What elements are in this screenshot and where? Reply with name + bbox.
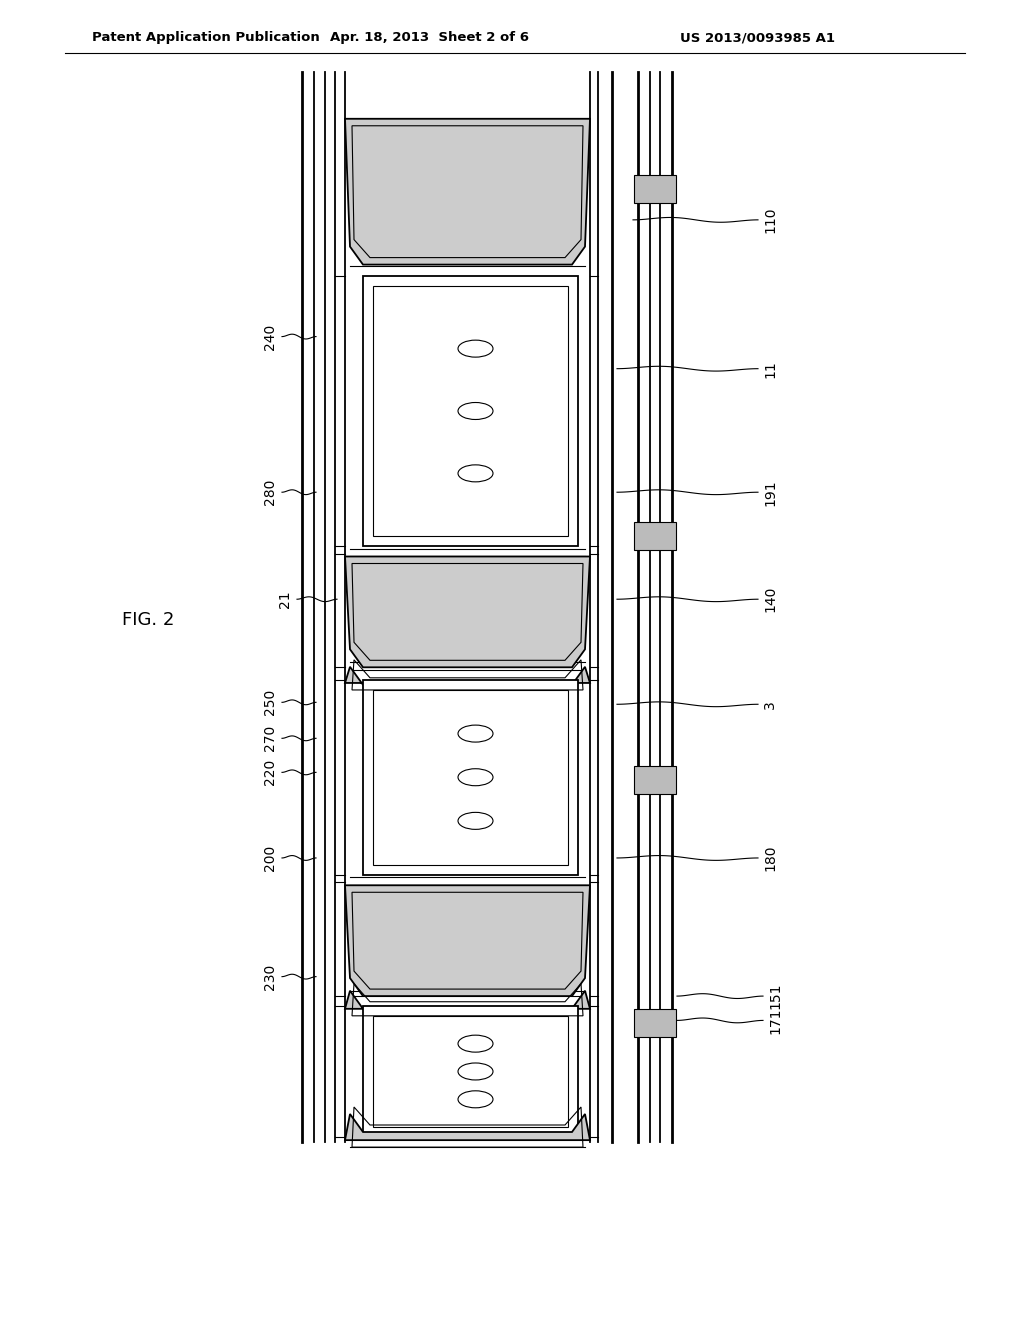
- Bar: [634, 766, 676, 795]
- Ellipse shape: [458, 1090, 493, 1107]
- Polygon shape: [345, 667, 590, 685]
- Ellipse shape: [458, 768, 493, 785]
- Polygon shape: [345, 1114, 590, 1140]
- Text: 191: 191: [763, 479, 777, 506]
- Text: 230: 230: [263, 964, 278, 990]
- FancyBboxPatch shape: [362, 680, 578, 874]
- Text: 3: 3: [763, 700, 777, 709]
- Text: R: R: [388, 768, 401, 787]
- Bar: [634, 1010, 676, 1038]
- FancyBboxPatch shape: [362, 1006, 578, 1137]
- Polygon shape: [345, 119, 590, 264]
- Ellipse shape: [458, 1035, 493, 1052]
- Bar: [373, 286, 568, 536]
- Polygon shape: [345, 886, 590, 997]
- Text: 250: 250: [263, 689, 278, 715]
- Text: 171: 171: [768, 1007, 782, 1034]
- Text: 11: 11: [763, 360, 777, 378]
- Bar: [373, 690, 568, 865]
- Text: FIG. 2: FIG. 2: [122, 611, 174, 630]
- Polygon shape: [345, 991, 590, 1008]
- Ellipse shape: [458, 465, 493, 482]
- Text: Apr. 18, 2013  Sheet 2 of 6: Apr. 18, 2013 Sheet 2 of 6: [331, 32, 529, 45]
- Text: Patent Application Publication: Patent Application Publication: [92, 32, 319, 45]
- Text: 21: 21: [278, 590, 292, 609]
- Text: 220: 220: [263, 759, 278, 785]
- Bar: [634, 521, 676, 550]
- FancyBboxPatch shape: [362, 276, 578, 545]
- Text: 270: 270: [263, 725, 278, 751]
- Bar: [634, 174, 676, 203]
- Text: 140: 140: [763, 586, 777, 612]
- Text: B: B: [388, 1063, 401, 1081]
- Bar: [373, 1016, 568, 1127]
- Ellipse shape: [458, 725, 493, 742]
- Text: 280: 280: [263, 479, 278, 506]
- Ellipse shape: [458, 1063, 493, 1080]
- Text: 151: 151: [768, 983, 782, 1010]
- Text: 240: 240: [263, 323, 278, 350]
- Polygon shape: [345, 557, 590, 668]
- Text: 200: 200: [263, 845, 278, 871]
- Ellipse shape: [458, 341, 493, 358]
- Ellipse shape: [458, 812, 493, 829]
- Text: G: G: [387, 401, 402, 421]
- Text: 110: 110: [763, 207, 777, 234]
- Text: 180: 180: [763, 845, 777, 871]
- Text: US 2013/0093985 A1: US 2013/0093985 A1: [680, 32, 835, 45]
- Ellipse shape: [458, 403, 493, 420]
